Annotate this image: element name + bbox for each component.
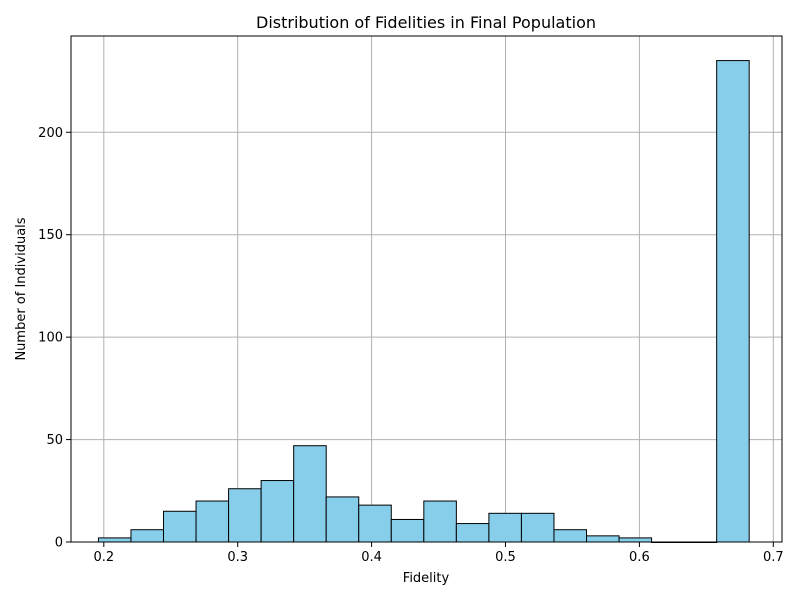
histogram-bar (325, 496, 360, 543)
histogram-bar (260, 480, 295, 543)
y-tick-label: 0 (55, 536, 63, 551)
y-axis-ticks: 0 50 100 150 200 (38, 126, 71, 551)
histogram-bar (618, 537, 653, 543)
histogram-bar (520, 512, 555, 543)
grid-lines (71, 36, 782, 543)
histogram-bar (455, 523, 490, 543)
bars (97, 60, 750, 543)
histogram-bar (293, 445, 327, 543)
histogram-bar (130, 529, 165, 543)
x-axis-label: Fidelity (403, 571, 450, 586)
histogram-bar (423, 500, 457, 543)
x-tick-label: 0.7 (763, 550, 784, 565)
plot-frame (70, 35, 783, 543)
histogram-bar (97, 537, 132, 543)
histogram-bar (358, 504, 392, 543)
histogram-bar (228, 488, 262, 543)
x-tick-label: 0.5 (495, 550, 516, 565)
histogram-bar (390, 518, 425, 543)
histogram-bar (716, 60, 750, 543)
x-axis-ticks: 0.2 0.3 0.4 0.5 0.6 0.7 (93, 542, 784, 565)
histogram-bar (195, 500, 230, 543)
chart-title: Distribution of Fidelities in Final Popu… (256, 13, 596, 32)
y-tick-label: 50 (46, 433, 63, 448)
histogram-bar (553, 529, 588, 543)
histogram-bar (488, 512, 522, 543)
y-tick-label: 150 (38, 228, 63, 243)
x-tick-label: 0.3 (227, 550, 248, 565)
x-tick-label: 0.6 (629, 550, 650, 565)
x-tick-label: 0.4 (361, 550, 382, 565)
y-tick-label: 100 (38, 331, 63, 346)
histogram-bar (586, 535, 620, 543)
y-axis-label: Number of Individuals (14, 217, 29, 360)
y-tick-label: 200 (38, 126, 63, 141)
histogram-bar (163, 510, 197, 543)
x-tick-label: 0.2 (93, 550, 114, 565)
